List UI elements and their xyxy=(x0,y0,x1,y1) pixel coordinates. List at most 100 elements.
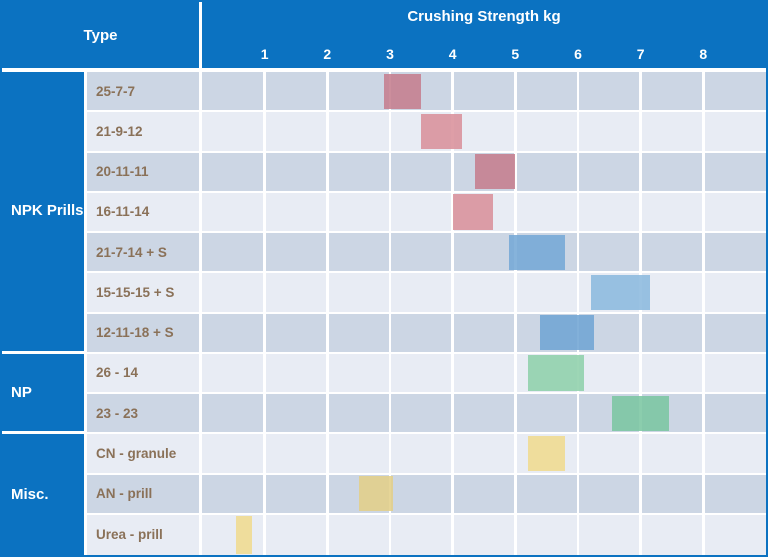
gridline xyxy=(263,474,266,513)
row-label: 20-11-11 xyxy=(87,152,202,193)
group-label: NPK Prills xyxy=(11,202,84,220)
gridline xyxy=(388,273,392,312)
range-bar xyxy=(527,435,566,471)
gridline xyxy=(263,353,266,392)
row-plot xyxy=(202,112,766,153)
gridline xyxy=(514,192,517,231)
type-header-label: Type xyxy=(83,26,118,44)
gridline xyxy=(576,514,580,555)
gridline xyxy=(326,72,329,111)
axis-tick-label: 7 xyxy=(636,46,645,62)
gridline xyxy=(702,313,705,352)
axis-tick-label: 1 xyxy=(260,46,269,62)
gridline xyxy=(326,112,329,151)
gridline xyxy=(639,112,642,151)
gridline xyxy=(702,514,705,555)
gridline xyxy=(702,434,705,473)
gridline xyxy=(451,72,454,111)
range-bar xyxy=(383,73,422,109)
gridline xyxy=(639,353,642,392)
row-label: 21-9-12 xyxy=(87,112,202,153)
gridline xyxy=(388,514,392,555)
row-plot xyxy=(202,192,766,233)
row-label: AN - prill xyxy=(87,474,202,515)
gridline xyxy=(576,273,580,312)
group-label: Misc. xyxy=(11,485,49,503)
gridline xyxy=(451,233,454,272)
axis-tick-label: 8 xyxy=(699,46,708,62)
group-cell-np: NP xyxy=(2,353,87,435)
group-label: NP xyxy=(11,383,32,401)
row-label: 12-11-18 + S xyxy=(87,313,202,354)
axis-tick-label: 6 xyxy=(574,46,582,62)
range-bar xyxy=(590,274,651,310)
row-plot xyxy=(202,434,766,475)
axis-tick-label: 3 xyxy=(386,46,394,62)
range-bar xyxy=(474,154,516,190)
gridline xyxy=(326,273,329,312)
gridline xyxy=(576,474,580,513)
gridline xyxy=(639,233,642,272)
gridline xyxy=(514,394,517,433)
gridline xyxy=(451,434,454,473)
gridline xyxy=(263,394,266,433)
gridline xyxy=(263,434,266,473)
gridline xyxy=(702,353,705,392)
row-label: 21-7-14 + S xyxy=(87,233,202,274)
chart-title: Crushing Strength kg xyxy=(407,8,561,25)
gridline xyxy=(263,192,266,231)
gridline xyxy=(702,192,705,231)
gridline xyxy=(514,514,517,555)
gridline xyxy=(576,152,580,191)
type-header-cell: Type xyxy=(2,2,202,72)
gridline xyxy=(451,474,454,513)
gridline xyxy=(702,72,705,111)
gridline xyxy=(388,192,392,231)
gridline xyxy=(388,313,392,352)
range-bar xyxy=(527,355,585,391)
row-label: 26 - 14 xyxy=(87,353,202,394)
gridline xyxy=(263,72,266,111)
gridline xyxy=(263,273,266,312)
row-label: CN - granule xyxy=(87,434,202,475)
gridline xyxy=(451,353,454,392)
range-bar xyxy=(540,315,594,351)
gridline xyxy=(639,474,642,513)
row-label: 25-7-7 xyxy=(87,72,202,113)
gridline xyxy=(326,192,329,231)
range-bar xyxy=(509,234,566,270)
gridline xyxy=(388,112,392,151)
gridline xyxy=(388,434,392,473)
row-plot xyxy=(202,514,766,555)
gridline xyxy=(388,152,392,191)
row-label: 23 - 23 xyxy=(87,394,202,435)
gridline xyxy=(639,514,642,555)
gridline xyxy=(326,233,329,272)
group-cell-npk-prills: NPK Prills xyxy=(2,72,87,354)
group-cell-misc: Misc. xyxy=(2,434,87,555)
row-label: 16-11-14 xyxy=(87,192,202,233)
gridline xyxy=(326,353,329,392)
gridline xyxy=(576,192,580,231)
row-plot xyxy=(202,353,766,394)
gridline xyxy=(326,474,329,513)
gridline xyxy=(639,72,642,111)
range-bar xyxy=(358,476,394,512)
gridline xyxy=(514,72,517,111)
gridline xyxy=(326,514,329,555)
gridline xyxy=(514,112,517,151)
row-plot xyxy=(202,233,766,274)
gridline xyxy=(639,313,642,352)
row-plot xyxy=(202,474,766,515)
row-plot xyxy=(202,152,766,193)
gridline xyxy=(388,233,392,272)
gridline xyxy=(702,474,705,513)
gridline xyxy=(639,434,642,473)
gridline xyxy=(639,152,642,191)
gridline xyxy=(702,394,705,433)
axis-tick-label: 4 xyxy=(448,46,457,62)
axis-tick-label: 5 xyxy=(511,46,520,62)
range-bar xyxy=(421,113,463,149)
gridline xyxy=(388,353,392,392)
